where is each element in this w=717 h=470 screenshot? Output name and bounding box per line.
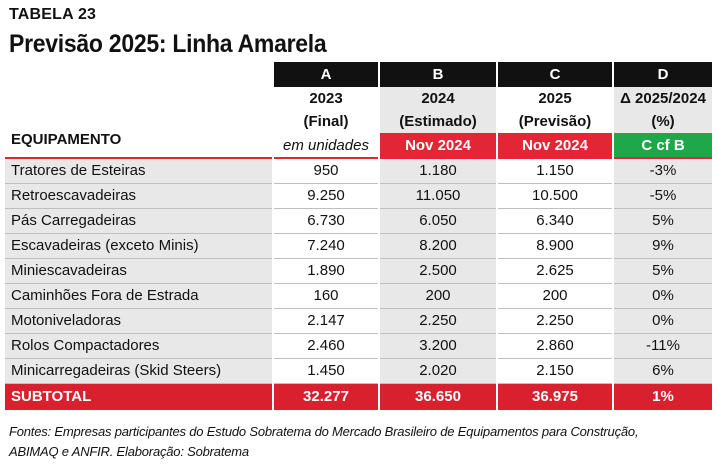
blank-cell [5,62,274,87]
value-b: 11.050 [379,183,498,209]
column-letter-c: C [497,62,614,87]
value-c: 1.150 [497,157,614,184]
sources-line-1: Fontes: Empresas participantes do Estudo… [9,424,639,439]
value-b: 1.180 [379,157,498,184]
value-c: 8.900 [497,233,614,259]
column-header-b: 2024 (Estimado) [379,87,498,133]
value-d: -3% [613,157,714,184]
value-c: 2.150 [497,358,614,384]
value-a: 2.147 [273,308,380,334]
equipment-name: Motoniveladoras [5,308,274,334]
equipment-name: Caminhões Fora de Estrada [5,283,274,309]
value-c: 10.500 [497,183,614,209]
column-header-a-line2: (Final) [303,113,349,130]
table-row: Retroescavadeiras 9.250 11.050 10.500 -5… [5,183,714,209]
subtotal-c: 36.975 [497,383,614,410]
table-row: Escavadeiras (exceto Minis) 7.240 8.200 … [5,233,714,259]
table-row: Tratores de Esteiras 950 1.180 1.150 -3% [5,157,714,184]
column-header-b-line2: (Estimado) [399,113,477,130]
subtotal-d: 1% [613,383,714,410]
comparison-badge-d: C cf B [613,133,714,158]
table-row: Caminhões Fora de Estrada 160 200 200 0% [5,283,714,309]
value-d: 6% [613,358,714,384]
value-c: 2.860 [497,333,614,359]
table-label: TABELA 23 [9,6,97,23]
sources-note: Fontes: Empresas participantes do Estudo… [9,422,714,462]
equipment-name: Miniescavadeiras [5,258,274,284]
value-a: 6.730 [273,208,380,234]
equipment-name: Tratores de Esteiras [5,157,274,184]
table-row: Minicarregadeiras (Skid Steers) 1.450 2.… [5,358,714,384]
value-b: 2.500 [379,258,498,284]
column-header-c-line2: (Previsão) [518,113,592,130]
value-b: 200 [379,283,498,309]
units-label: em unidades [273,133,380,158]
value-a: 2.460 [273,333,380,359]
table-row: Pás Carregadeiras 6.730 6.050 6.340 5% [5,208,714,234]
value-a: 1.450 [273,358,380,384]
subtotal-a: 32.277 [273,383,380,410]
value-b: 3.200 [379,333,498,359]
equipment-name: Escavadeiras (exceto Minis) [5,233,274,259]
subtotal-row: SUBTOTAL 32.277 36.650 36.975 1% [5,383,714,410]
equipment-name: Rolos Compactadores [5,333,274,359]
value-c: 2.625 [497,258,614,284]
table-title: Previsão 2025: Linha Amarela [9,30,327,58]
subheader-row: em unidades Nov 2024 Nov 2024 C cf B [5,133,714,158]
value-d: 5% [613,208,714,234]
column-header-d: Δ 2025/2024 (%) [613,87,714,133]
column-letter-a: A [273,62,380,87]
value-b: 2.020 [379,358,498,384]
equipment-name: Pás Carregadeiras [5,208,274,234]
column-header-a-line1: 2023 [309,90,343,107]
subtotal-label: SUBTOTAL [5,383,274,410]
column-header-c: 2025 (Previsão) [497,87,614,133]
equipment-header: EQUIPAMENTO [5,87,274,158]
column-header-a: 2023 (Final) [273,87,380,133]
table-row: Rolos Compactadores 2.460 3.200 2.860 -1… [5,333,714,359]
column-header-c-line1: 2025 [538,90,572,107]
value-d: -11% [613,333,714,359]
value-c: 6.340 [497,208,614,234]
column-header-b-line1: 2024 [421,90,455,107]
value-d: 0% [613,283,714,309]
value-a: 9.250 [273,183,380,209]
value-d: 9% [613,233,714,259]
column-letter-b: B [379,62,498,87]
column-header-d-line1: Δ 2025/2024 [620,90,706,107]
sources-line-2: ABIMAQ e ANFIR. Elaboração: Sobratema [9,444,249,459]
value-c: 2.250 [497,308,614,334]
column-header-row: EQUIPAMENTO 2023 (Final) 2024 (Estimado) 2… [5,87,714,158]
value-d: -5% [613,183,714,209]
reference-badge-b: Nov 2024 [379,133,498,158]
value-d: 0% [613,308,714,334]
column-letter-row: A B C D [5,62,714,87]
equipment-name: Retroescavadeiras [5,183,274,209]
forecast-table: A B C D EQUIPAMENTO 2023 (Final) 2024 (Est… [5,62,714,410]
table-row: Miniescavadeiras 1.890 2.500 2.625 5% [5,258,714,284]
value-a: 7.240 [273,233,380,259]
value-b: 6.050 [379,208,498,234]
reference-badge-c: Nov 2024 [497,133,614,158]
value-b: 2.250 [379,308,498,334]
subtotal-b: 36.650 [379,383,498,410]
value-a: 160 [273,283,380,309]
equipment-name: Minicarregadeiras (Skid Steers) [5,358,274,384]
column-letter-d: D [613,62,714,87]
value-a: 1.890 [273,258,380,284]
value-a: 950 [273,157,380,184]
column-header-d-line2: (%) [651,113,675,130]
table-row: Motoniveladoras 2.147 2.250 2.250 0% [5,308,714,334]
value-c: 200 [497,283,614,309]
value-d: 5% [613,258,714,284]
value-b: 8.200 [379,233,498,259]
